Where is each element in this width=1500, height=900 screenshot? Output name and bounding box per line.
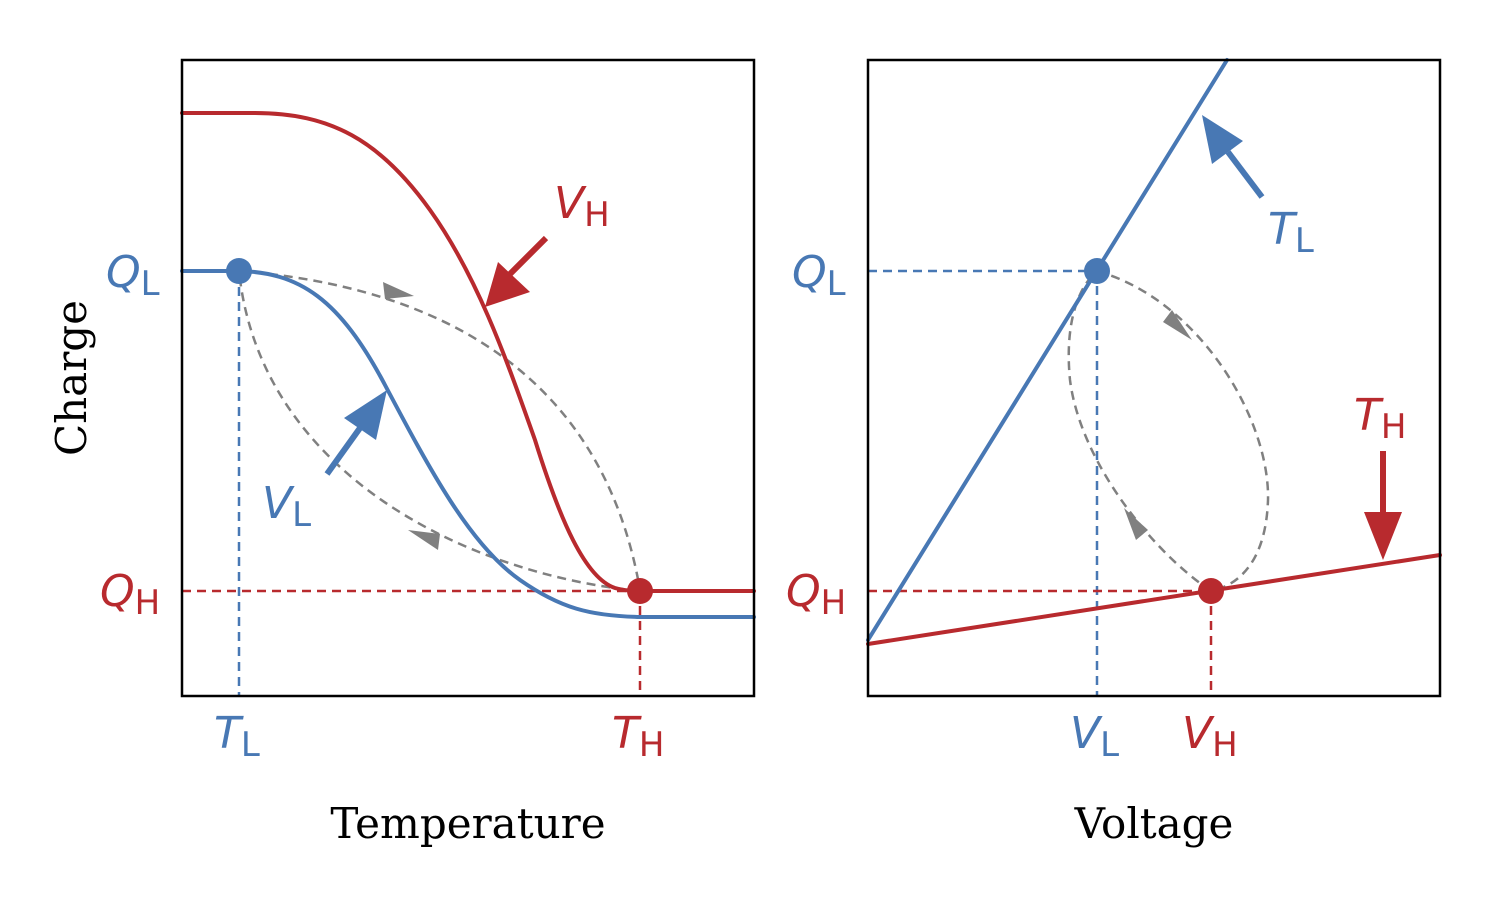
left-x-tick-t-high: TH bbox=[612, 708, 664, 765]
right-t-low-arrow bbox=[1202, 115, 1265, 199]
left-cycle-upper-path bbox=[238, 269, 642, 591]
curve-v-low bbox=[180, 269, 756, 619]
left-v-low-arrow bbox=[324, 390, 387, 476]
left-cycle-upper-arrowhead bbox=[383, 282, 414, 299]
right-cycle-outer-path bbox=[1096, 269, 1270, 593]
right-cycle-inner-path bbox=[1067, 270, 1212, 593]
left-plot-frame bbox=[180, 58, 756, 698]
left-curve-low-label: VL bbox=[262, 478, 311, 535]
left-curve-high-label: VH bbox=[554, 178, 610, 235]
left-y-tick-q-high: QH bbox=[100, 566, 160, 623]
line-t-low bbox=[866, 58, 1229, 642]
right-point-low bbox=[1084, 258, 1110, 284]
y-axis-label: Charge bbox=[47, 300, 96, 456]
right-x-tick-v-low: VL bbox=[1070, 708, 1119, 765]
curve-v-high bbox=[180, 111, 756, 593]
right-line-high-label: TH bbox=[1354, 390, 1406, 447]
left-x-axis-label: Temperature bbox=[330, 799, 605, 848]
left-point-high bbox=[627, 578, 653, 604]
right-cycle-outer-arrowhead bbox=[1163, 310, 1192, 340]
left-x-tick-t-low: TL bbox=[214, 708, 260, 765]
right-t-high-arrow bbox=[1364, 451, 1402, 560]
right-y-tick-q-low: QL bbox=[792, 247, 846, 304]
right-line-low-label: TL bbox=[1268, 204, 1314, 261]
right-point-high bbox=[1198, 578, 1224, 604]
left-point-low bbox=[226, 258, 252, 284]
left-cycle-lower-path bbox=[237, 270, 641, 593]
left-v-high-arrow bbox=[485, 235, 549, 307]
left-cycle-lower-arrowhead bbox=[408, 530, 440, 550]
left-y-tick-q-low: QL bbox=[106, 247, 160, 304]
line-t-high bbox=[866, 553, 1442, 646]
right-x-axis-label: Voltage bbox=[1074, 799, 1234, 848]
right-y-tick-q-high: QH bbox=[786, 566, 846, 623]
right-panel: TL TH QL QH VL VH Voltage bbox=[786, 58, 1442, 848]
right-plot-frame bbox=[866, 58, 1442, 698]
right-cycle-inner-arrowhead bbox=[1124, 508, 1148, 540]
right-x-tick-v-high: VH bbox=[1182, 708, 1238, 765]
left-panel: VH VL QL QH TL TH Temperature bbox=[100, 58, 756, 848]
